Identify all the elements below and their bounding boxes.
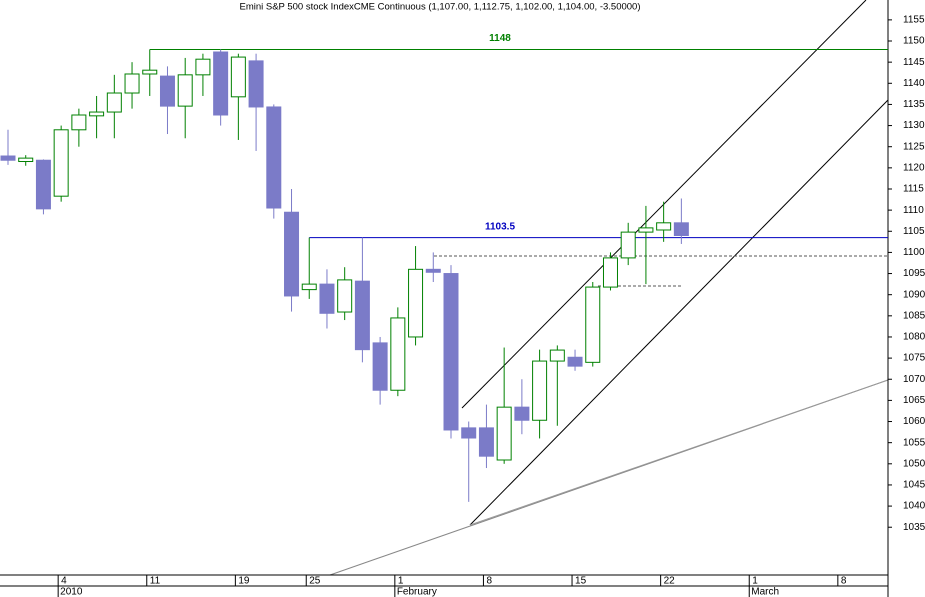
level-label: 1103.5 bbox=[485, 221, 515, 232]
candle-body bbox=[177, 74, 193, 107]
candle-body bbox=[620, 231, 636, 259]
x-tick-label: 19 bbox=[238, 576, 250, 587]
channel-lower bbox=[469, 99, 889, 526]
y-tick-label: 1050 bbox=[903, 458, 925, 469]
candle-body bbox=[443, 273, 459, 431]
y-tick-label: 1045 bbox=[903, 480, 925, 491]
candle-body bbox=[496, 406, 512, 461]
y-tick-label: 1100 bbox=[903, 247, 925, 258]
candle-body bbox=[673, 222, 689, 236]
candle-body bbox=[372, 342, 388, 391]
x-tick-label: 1 bbox=[752, 576, 758, 587]
candle-body bbox=[567, 356, 583, 367]
x-tick-label: 4 bbox=[61, 576, 67, 587]
y-tick-label: 1040 bbox=[903, 501, 925, 512]
y-tick-label: 1115 bbox=[903, 184, 924, 195]
x-tick-label: 8 bbox=[486, 576, 492, 587]
candle-body bbox=[514, 406, 530, 421]
candle-body bbox=[301, 283, 317, 291]
x-tick-label: 11 bbox=[150, 576, 161, 587]
candle-body bbox=[549, 349, 565, 362]
trend-lines bbox=[329, 0, 889, 576]
candle-body bbox=[585, 286, 601, 363]
y-tick-label: 1130 bbox=[903, 120, 925, 131]
candle-body bbox=[18, 157, 34, 163]
candle-body bbox=[284, 211, 300, 297]
y-tick-label: 1105 bbox=[903, 226, 925, 237]
x-tick-label: 1 bbox=[398, 576, 404, 587]
y-tick-label: 1065 bbox=[903, 395, 925, 406]
x-tick-label: 25 bbox=[309, 576, 321, 587]
candle-body bbox=[425, 268, 441, 273]
y-tick-label: 1060 bbox=[903, 416, 925, 427]
candle-body bbox=[656, 222, 672, 231]
y-tick-label: 1090 bbox=[903, 289, 925, 300]
candle-body bbox=[602, 257, 618, 288]
candle-body bbox=[159, 75, 175, 107]
y-tick-label: 1110 bbox=[903, 205, 924, 216]
candle-body bbox=[461, 427, 477, 439]
candle-body bbox=[408, 268, 424, 338]
y-tick-label: 1095 bbox=[903, 268, 925, 279]
month-label: 2010 bbox=[60, 587, 83, 597]
y-tick-label: 1055 bbox=[903, 437, 925, 448]
y-tick-label: 1135 bbox=[903, 99, 925, 110]
x-tick-label: 15 bbox=[575, 576, 587, 587]
y-tick-label: 1085 bbox=[903, 310, 925, 321]
candle-body bbox=[0, 155, 16, 161]
y-tick-label: 1035 bbox=[903, 522, 925, 533]
y-tick-label: 1070 bbox=[903, 374, 925, 385]
candle-body bbox=[53, 129, 69, 197]
month-label: March bbox=[751, 587, 779, 597]
candle-body bbox=[124, 73, 140, 94]
candle-body bbox=[213, 51, 229, 116]
candle-body bbox=[478, 427, 494, 457]
x-tick-label: 8 bbox=[841, 576, 847, 587]
support-line bbox=[469, 379, 889, 526]
candle-body bbox=[532, 360, 548, 421]
y-tick-label: 1140 bbox=[903, 78, 925, 89]
candle-body bbox=[89, 111, 105, 117]
candle-body bbox=[354, 280, 370, 351]
candle-body bbox=[390, 317, 406, 391]
y-tick-label: 1145 bbox=[903, 57, 925, 68]
candle-body bbox=[266, 106, 282, 209]
candle-body bbox=[195, 58, 211, 76]
candle-body bbox=[337, 279, 353, 313]
chart-title: Emini S&P 500 stock IndexCME Continuous … bbox=[239, 2, 640, 13]
level-label: 1148 bbox=[489, 33, 511, 44]
candle-body bbox=[35, 159, 51, 210]
y-tick-label: 1155 bbox=[903, 15, 925, 26]
candle-body bbox=[248, 60, 264, 108]
y-tick-label: 1075 bbox=[903, 353, 925, 364]
y-tick-label: 1125 bbox=[903, 141, 925, 152]
x-tick-label: 22 bbox=[664, 576, 676, 587]
y-tick-label: 1120 bbox=[903, 162, 925, 173]
candle-body bbox=[142, 69, 158, 75]
month-label: February bbox=[397, 587, 437, 597]
candle-body bbox=[230, 56, 246, 98]
candle-body bbox=[638, 227, 654, 233]
candle-body bbox=[319, 283, 335, 314]
y-tick-label: 1080 bbox=[903, 332, 925, 343]
candle-body bbox=[106, 92, 122, 113]
candle-body bbox=[71, 114, 87, 131]
y-tick-label: 1150 bbox=[903, 36, 925, 47]
